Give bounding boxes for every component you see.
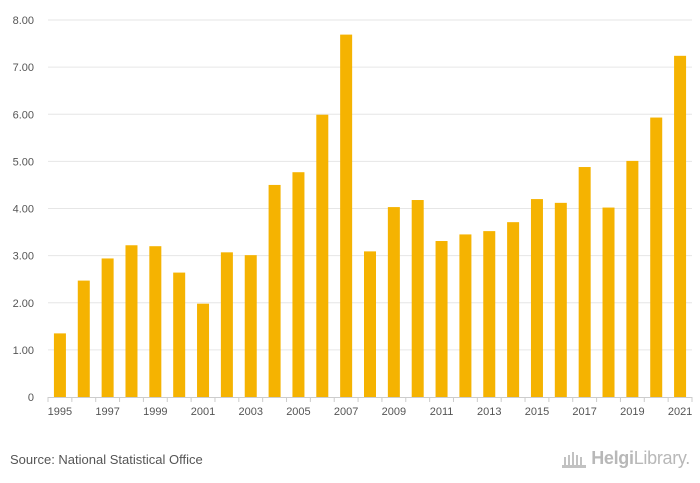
x-tick-label: 2013 [477,406,501,418]
bar-2016[interactable] [554,202,567,397]
x-tick-label: 2007 [334,406,358,418]
bar-2019[interactable] [626,160,639,397]
helgilibrary-logo[interactable]: HelgiLibrary. [561,448,690,469]
bar-2008[interactable] [364,251,376,397]
x-tick-label: 2003 [238,406,262,418]
bar-2014[interactable] [507,222,520,397]
bar-2012[interactable] [459,234,472,397]
y-tick-label: 3.00 [13,251,34,263]
bars [53,34,687,397]
bar-1998[interactable] [125,245,138,397]
y-tick-label: 6.00 [13,109,34,121]
x-tick-label: 2005 [286,406,310,418]
x-tick-label: 1995 [48,406,72,418]
source-note: Source: National Statistical Office [10,452,203,467]
bar-2004[interactable] [268,184,281,397]
bar-2000[interactable] [173,272,186,397]
brand-name-part2: Library. [633,448,691,468]
bar-2013[interactable] [483,231,496,397]
y-tick-label: 2.00 [13,298,34,310]
library-building-icon [562,451,587,468]
y-tick-label: 8.00 [13,15,34,27]
y-tick-label: 0 [28,392,34,404]
bar-2011[interactable] [435,241,448,397]
y-axis: 0 1.00 2.00 3.00 4.00 5.00 6.00 7.00 8.00 [13,15,34,404]
bar-2018[interactable] [602,207,615,397]
x-tick-label: 2011 [430,406,454,418]
y-tick-label: 5.00 [13,156,34,168]
bar-1996[interactable] [77,280,90,397]
bar-2003[interactable] [244,255,257,397]
bar-2020[interactable] [650,117,663,397]
y-tick-label: 7.00 [13,62,34,74]
bar-2010[interactable] [411,200,424,397]
bar-1999[interactable] [149,246,162,397]
bar-2001[interactable] [197,303,210,397]
y-tick-label: 4.00 [13,204,34,216]
x-tick-label: 2015 [525,406,549,418]
x-tick-label: 2017 [572,406,596,418]
x-axis: 1995 1997 1999 2001 2003 2005 2007 2009 2011 2013… [47,397,693,418]
brand-name-part1: Helgi [591,448,634,468]
bar-2017[interactable] [578,167,591,397]
bar-2009[interactable] [387,207,400,397]
bar-2007[interactable] [340,34,353,397]
bar-2005[interactable] [292,172,305,397]
bar-2015[interactable] [530,199,543,397]
bar-2021[interactable] [674,55,687,397]
bar-2002[interactable] [220,252,233,397]
bar-2006[interactable] [316,114,329,397]
x-tick-label: 2001 [191,406,215,418]
bar-chart: 01.002.003.004.005.006.007.008.00 1995 19… [13,15,693,418]
y-tick-label: 1.00 [13,345,34,357]
bar-1995[interactable] [53,333,66,397]
x-tick-label: 2021 [668,406,692,418]
x-tick-label: 1997 [95,406,119,418]
x-tick-label: 1999 [143,406,167,418]
x-tick-label: 2019 [620,406,644,418]
x-tick-label: 2009 [382,406,406,418]
bar-1997[interactable] [101,258,114,397]
